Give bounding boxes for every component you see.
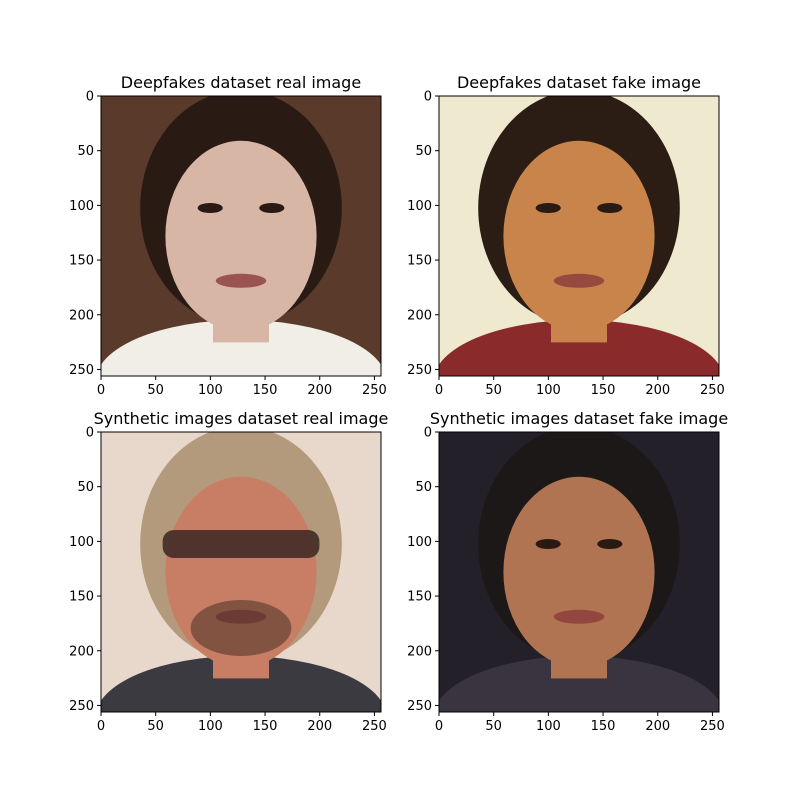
right-eye-shape [259, 202, 285, 214]
x-tick-label: 0 [435, 719, 443, 734]
y-tick-label: 200 [69, 644, 94, 659]
y-tick-label: 200 [69, 308, 94, 323]
panel-image [439, 432, 719, 712]
axes-frame [438, 431, 720, 713]
y-tick-label: 0 [86, 426, 94, 441]
x-tick-label: 100 [536, 383, 561, 398]
x-tick-label: 0 [435, 383, 443, 398]
y-tick-label: 250 [407, 363, 432, 378]
x-tick-label: 150 [591, 719, 616, 734]
clothes-shape [101, 656, 381, 712]
panel-1: Deepfakes dataset real image 0 50 100 150 200… [69, 73, 387, 398]
x-tick-label: 100 [536, 719, 561, 734]
x-tick-label: 250 [362, 719, 387, 734]
y-tick-label: 150 [69, 254, 94, 269]
face-shape [503, 476, 655, 668]
x-tick-label: 100 [198, 383, 223, 398]
y-tick-label: 150 [407, 254, 432, 269]
x-tick-label: 250 [362, 383, 387, 398]
x-tick-label: 50 [147, 719, 164, 734]
panel-image [101, 432, 381, 712]
face-shape [165, 140, 317, 332]
y-tick-label: 250 [69, 699, 94, 714]
y-tick-label: 0 [424, 426, 432, 441]
x-tick-label: 0 [97, 719, 105, 734]
y-tick-label: 250 [407, 699, 432, 714]
axes-frame [100, 95, 382, 377]
mouth-shape [553, 609, 605, 624]
x-tick-label: 200 [307, 719, 332, 734]
x-tick-label: 200 [307, 383, 332, 398]
y-tick-label: 200 [407, 308, 432, 323]
x-tick-label: 50 [485, 719, 502, 734]
y-tick-label: 50 [415, 144, 432, 159]
panel-image [439, 96, 719, 376]
x-tick-label: 250 [700, 383, 725, 398]
left-eye-shape [535, 538, 561, 550]
left-eye-shape [197, 202, 223, 214]
x-tick-label: 150 [591, 383, 616, 398]
y-tick-label: 0 [424, 90, 432, 105]
axes-frame [100, 431, 382, 713]
y-tick-label: 100 [69, 199, 94, 214]
panel-title: Synthetic images dataset fake image [430, 409, 728, 428]
mouth-shape [553, 273, 605, 288]
x-tick-label: 200 [645, 383, 670, 398]
y-tick-label: 50 [77, 480, 94, 495]
panel-2: Deepfakes dataset fake image 0 50 100 150 200… [407, 73, 725, 398]
y-tick-label: 150 [69, 590, 94, 605]
x-tick-label: 150 [253, 719, 278, 734]
left-eye-shape [535, 202, 561, 214]
clothes-shape [439, 656, 719, 712]
x-tick-label: 250 [700, 719, 725, 734]
right-eye-shape [597, 202, 623, 214]
sunglasses-shape [162, 530, 320, 558]
y-tick-label: 50 [415, 480, 432, 495]
clothes-shape [101, 320, 381, 376]
clothes-shape [439, 320, 719, 376]
x-tick-label: 0 [97, 383, 105, 398]
y-tick-label: 0 [86, 90, 94, 105]
y-tick-label: 250 [69, 363, 94, 378]
panel-title: Deepfakes dataset real image [121, 73, 361, 92]
panel-image [101, 96, 381, 376]
y-tick-label: 200 [407, 644, 432, 659]
x-tick-label: 50 [147, 383, 164, 398]
beard-shape [190, 600, 292, 656]
y-tick-label: 100 [69, 535, 94, 550]
x-tick-label: 150 [253, 383, 278, 398]
panel-title: Synthetic images dataset real image [94, 409, 389, 428]
right-eye-shape [597, 538, 623, 550]
y-tick-label: 100 [407, 199, 432, 214]
x-tick-label: 100 [198, 719, 223, 734]
panel-title: Deepfakes dataset fake image [457, 73, 701, 92]
y-tick-label: 50 [77, 144, 94, 159]
y-tick-label: 100 [407, 535, 432, 550]
x-tick-label: 200 [645, 719, 670, 734]
x-tick-label: 50 [485, 383, 502, 398]
face-shape [503, 140, 655, 332]
mouth-shape [215, 273, 267, 288]
axes-frame [438, 95, 720, 377]
y-tick-label: 150 [407, 590, 432, 605]
